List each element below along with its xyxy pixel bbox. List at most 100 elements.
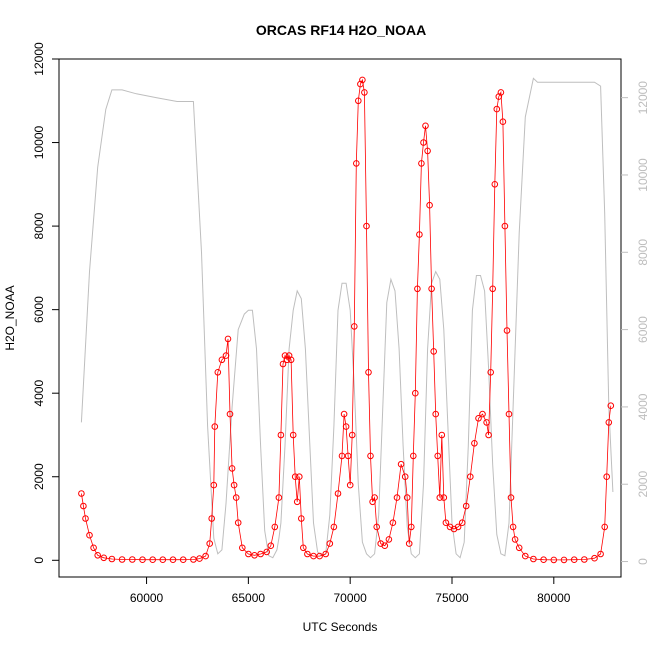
- h2o-point: [607, 402, 615, 410]
- h2o-point: [228, 465, 236, 472]
- h2o-point: [489, 285, 497, 293]
- h2o-point: [522, 552, 529, 560]
- h2o-point: [159, 556, 167, 564]
- h2o-point: [509, 523, 517, 531]
- h2o-point: [597, 550, 604, 558]
- h2o-point: [234, 519, 242, 527]
- h2o-point: [393, 494, 401, 501]
- h2o-point: [277, 431, 285, 439]
- h2o-point: [434, 452, 442, 460]
- y-tick-label: 0: [32, 557, 46, 564]
- h2o-point: [296, 473, 303, 481]
- h2o-point: [214, 369, 222, 376]
- h2o-point: [118, 556, 126, 563]
- h2o-point: [271, 523, 279, 531]
- h2o-point: [224, 335, 232, 343]
- h2o-point: [403, 494, 411, 501]
- h2o-point: [342, 423, 350, 430]
- h2o-point: [511, 536, 519, 543]
- y-tick-label: 6000: [32, 296, 46, 323]
- h2o-point: [267, 542, 275, 550]
- h2o-point: [550, 556, 558, 564]
- y-tick-label: 8000: [32, 212, 46, 239]
- h2o-point: [442, 519, 450, 527]
- series-layer: [78, 76, 615, 564]
- h2o-point: [501, 222, 509, 230]
- h2o-point: [497, 89, 505, 96]
- h2o-point: [530, 555, 537, 563]
- h2o-point: [190, 556, 197, 563]
- h2o-point: [351, 323, 358, 330]
- h2o-point: [507, 494, 515, 501]
- h2o-point: [540, 556, 547, 564]
- h2o-point: [222, 352, 230, 359]
- h2o-point: [289, 431, 297, 439]
- x-tick-label: 60000: [130, 591, 164, 605]
- y2-tick-label: 10000: [636, 158, 650, 192]
- h2o-point: [426, 201, 433, 209]
- h2o-point: [226, 410, 234, 418]
- x-tick-label: 75000: [435, 591, 469, 605]
- h2o-point: [348, 431, 356, 439]
- x-tick-label: 80000: [537, 591, 571, 605]
- h2o-point: [100, 554, 108, 562]
- h2o-point: [326, 540, 334, 547]
- h2o-point: [410, 452, 417, 460]
- h2o-point: [373, 523, 381, 531]
- h2o-point: [298, 515, 305, 522]
- h2o-point: [467, 473, 474, 481]
- h2o-point: [78, 490, 85, 497]
- h2o-point: [251, 552, 258, 559]
- h2o-point: [129, 556, 136, 563]
- h2o-point: [210, 481, 218, 489]
- h2o-point: [196, 555, 203, 562]
- x-tick-label: 65000: [232, 591, 266, 605]
- y2-tick-label: 0: [636, 558, 650, 565]
- h2o-point: [483, 419, 490, 426]
- h2o-point: [230, 481, 238, 489]
- h2o-point: [601, 523, 609, 531]
- h2o-point: [279, 360, 287, 368]
- h2o-point: [471, 440, 478, 447]
- y-axis-label: H2O_NOAA: [3, 285, 17, 350]
- h2o-point: [458, 519, 466, 527]
- h2o-point: [263, 548, 271, 556]
- h2o-point: [485, 431, 492, 439]
- h2o-point: [322, 550, 330, 558]
- x-tick-label: 70000: [333, 591, 367, 605]
- h2o-point: [414, 285, 421, 293]
- h2o-point: [479, 410, 486, 418]
- h2o-point: [412, 389, 419, 397]
- h2o-point: [291, 473, 299, 481]
- h2o-point: [80, 502, 87, 510]
- h2o-point: [405, 540, 413, 547]
- h2o-point: [570, 556, 578, 564]
- h2o-point: [208, 515, 215, 522]
- h2o-point: [179, 556, 187, 564]
- y-axis: 0 2000 4000 6000 8000 10000 12000: [32, 42, 59, 564]
- altitude-line: [80, 77, 614, 559]
- y2-tick-label: 2000: [636, 471, 650, 498]
- h2o-point: [491, 181, 499, 188]
- h2o-point: [493, 105, 501, 113]
- h2o-point: [420, 139, 427, 146]
- h2o-point: [515, 544, 523, 552]
- h2o-point: [90, 544, 97, 552]
- h2o-point: [94, 552, 101, 559]
- h2o-point: [346, 481, 354, 489]
- h2o-point: [239, 544, 246, 552]
- y2-tick-label: 12000: [636, 81, 650, 115]
- h2o-point: [605, 419, 613, 426]
- h2o-point: [149, 556, 156, 564]
- h2o-point: [367, 452, 374, 460]
- h2o-point: [257, 550, 264, 558]
- h2o-point: [287, 356, 295, 364]
- h2o-point: [232, 494, 240, 501]
- y-tick-label: 12000: [32, 42, 46, 76]
- h2o-point: [422, 122, 429, 130]
- h2o-point: [330, 523, 338, 531]
- h2o-point: [340, 410, 348, 418]
- h2o-point: [389, 519, 397, 527]
- h2o-point: [169, 556, 177, 564]
- x-axis-label: UTC Seconds: [303, 620, 378, 634]
